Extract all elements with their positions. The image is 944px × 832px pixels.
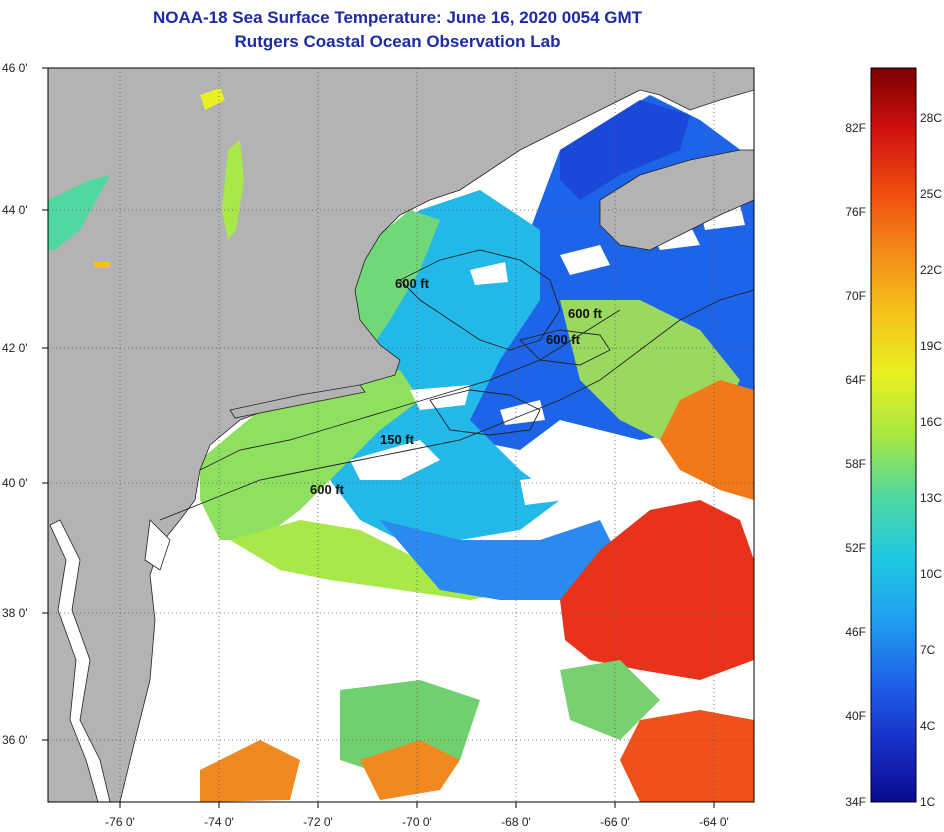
fahrenheit-label: 70F [845, 289, 866, 303]
contour-label: 600 ft [568, 306, 603, 321]
map-frame [47, 67, 755, 803]
fahrenheit-label: 82F [845, 121, 866, 135]
lake [200, 88, 225, 110]
bathymetry-contours [159, 249, 754, 521]
fahrenheit-label: 58F [845, 457, 866, 471]
sst-orange-south-patch [360, 740, 460, 800]
lakes [48, 88, 244, 268]
fahrenheit-label: 76F [845, 205, 866, 219]
fahrenheit-label: 34F [845, 795, 866, 809]
contour-label: 600 ft [310, 482, 345, 497]
cloud-hole [520, 475, 565, 505]
cloud-hole [470, 262, 508, 285]
lon-label: -70 0' [402, 815, 432, 829]
lon-label: -76 0' [105, 815, 135, 829]
axis-ticks [42, 67, 715, 808]
map-body: 600 ft 600 ft 600 ft 150 ft 600 ft [48, 68, 754, 802]
contour-label: 600 ft [395, 276, 430, 291]
lat-label: 38 0' [2, 606, 28, 620]
sst-blue-slope [380, 520, 620, 600]
map-subtitle: Rutgers Coastal Ocean Observation Lab [234, 32, 561, 51]
celsius-label: 25C [920, 187, 942, 201]
lat-label: 42 0' [2, 341, 28, 355]
celsius-label: 13C [920, 491, 942, 505]
land-nova-scotia [599, 149, 754, 251]
sst-blue-bay-of-fundy [560, 100, 690, 200]
land [48, 68, 754, 802]
sst-orange-east [660, 380, 754, 500]
contour-line [159, 289, 754, 521]
land-mainland [48, 68, 754, 802]
cloud-hole [350, 440, 440, 480]
lon-label: -66 0' [600, 815, 630, 829]
lon-label: -64 0' [699, 815, 729, 829]
fahrenheit-label: 64F [845, 373, 866, 387]
contour-line [429, 389, 541, 436]
map-title: NOAA-18 Sea Surface Temperature: June 16… [152, 8, 643, 27]
sst-green-shelf [200, 370, 420, 540]
cloud-hole [560, 245, 610, 275]
land-long-island [229, 384, 366, 419]
delaware-bay [144, 519, 171, 571]
celsius-label: 16C [920, 415, 942, 429]
lon-label: -68 0' [501, 815, 531, 829]
lake [48, 175, 110, 250]
lat-label: 36 0' [2, 733, 28, 747]
lat-label: 40 0' [2, 476, 28, 490]
lon-label: -74 0' [204, 815, 234, 829]
sst-warm-gulf-stream [560, 500, 754, 680]
lake [222, 140, 244, 240]
colorbar-fahrenheit-labels: 82F 76F 70F 64F 58F 52F 46F 40F 34F [845, 121, 866, 809]
sst-green-patch-mid [560, 660, 660, 740]
longitude-labels: -76 0' -74 0' -72 0' -70 0' -68 0' -66 0… [105, 815, 729, 829]
celsius-label: 19C [920, 339, 942, 353]
fahrenheit-label: 46F [845, 625, 866, 639]
fahrenheit-label: 52F [845, 541, 866, 555]
celsius-label: 28C [920, 111, 942, 125]
colorbar-celsius-labels: 28C 25C 22C 19C 16C 13C 10C 7C 4C 1C [920, 111, 942, 809]
contour-line [199, 309, 621, 471]
celsius-label: 10C [920, 567, 942, 581]
contour-label: 150 ft [380, 432, 415, 447]
celsius-label: 1C [920, 795, 936, 809]
graticule [48, 68, 754, 802]
lat-label: 46 0' [2, 61, 28, 75]
chesapeake-bay [49, 519, 111, 802]
colorbar [870, 67, 917, 803]
celsius-label: 22C [920, 263, 942, 277]
contour-label: 600 ft [546, 332, 581, 347]
celsius-label: 4C [920, 719, 936, 733]
cloud-hole [500, 400, 545, 425]
celsius-label: 7C [920, 643, 936, 657]
sst-warm-south [620, 710, 754, 802]
bays [49, 519, 171, 802]
lat-label: 44 0' [2, 203, 28, 217]
latitude-labels: 46 0' 44 0' 42 0' 40 0' 38 0' 36 0' [2, 61, 28, 747]
contour-line [399, 249, 561, 351]
contour-line [519, 329, 611, 366]
sst-warm-southwest [200, 740, 300, 802]
fahrenheit-label: 40F [845, 709, 866, 723]
lon-label: -72 0' [303, 815, 333, 829]
lake [94, 262, 110, 268]
